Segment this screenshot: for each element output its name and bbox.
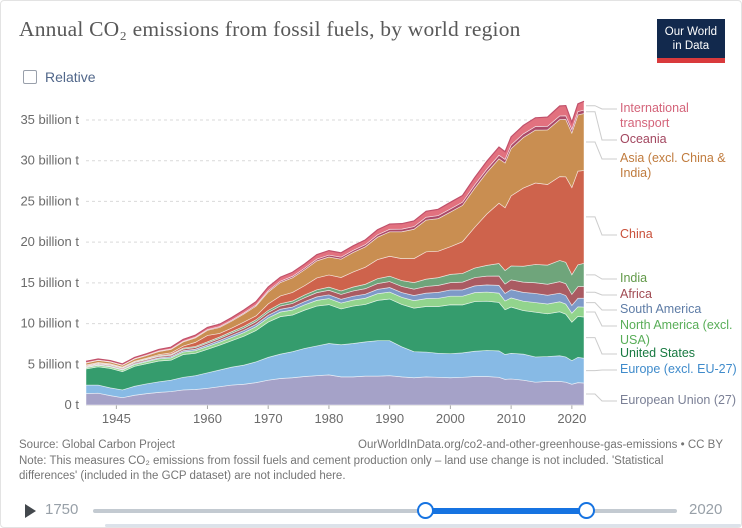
legend-item-north-america-excl-usa[interactable]: North America (excl. USA) — [620, 318, 733, 347]
timeline-start-handle[interactable] — [417, 502, 434, 519]
legend-connector — [586, 141, 617, 160]
y-axis-label: 0 t — [65, 397, 80, 412]
legend-connector — [586, 311, 617, 327]
legend-connector — [586, 216, 617, 236]
legend-connector — [586, 302, 617, 311]
legend-item-south-america[interactable]: South America — [620, 302, 702, 316]
legend-connector — [586, 105, 617, 110]
play-icon[interactable] — [25, 504, 36, 518]
x-axis-label: 1960 — [193, 411, 222, 426]
legend-item-european-union-27[interactable]: European Union (27) — [620, 393, 737, 407]
legend-item-india[interactable]: India — [620, 271, 648, 285]
legend-item-international-transport[interactable]: International transport — [620, 101, 689, 130]
owid-logo-line2: in Data — [672, 40, 710, 53]
timeline-end-handle[interactable] — [578, 502, 595, 519]
y-axis-label: 10 billion t — [20, 316, 79, 331]
page-title: Annual CO₂ emissions from fossil fuels, … — [19, 17, 521, 41]
y-axis-label: 5 billion t — [28, 356, 80, 371]
note-text: Note: This measures CO₂ emissions from f… — [19, 455, 664, 482]
y-axis-label: 15 billion t — [20, 275, 79, 290]
legend-item-united-states[interactable]: United States — [620, 346, 696, 360]
y-axis-label: 20 billion t — [20, 234, 79, 249]
x-axis-label: 1980 — [314, 411, 343, 426]
chart-footer: Source: Global Carbon Project OurWorldIn… — [19, 439, 723, 484]
x-axis-label: 1970 — [254, 411, 283, 426]
legend-item-europe-excl-eu-27[interactable]: Europe (excl. EU-27) — [620, 362, 737, 376]
owid-logo-line1: Our World — [664, 26, 717, 38]
relative-checkbox-label: Relative — [45, 69, 96, 85]
timeline-end-year[interactable]: 2020 — [689, 501, 723, 518]
legend-item-africa[interactable]: Africa — [620, 287, 652, 301]
timeline-start-year[interactable]: 1750 — [45, 501, 79, 518]
legend-item-china[interactable]: China — [620, 227, 653, 241]
y-axis-label: 35 billion t — [20, 112, 79, 127]
timeline-active-range[interactable] — [424, 508, 585, 514]
legend-connector — [586, 274, 617, 280]
legend-item-asia-excl-china-india[interactable]: Asia (excl. China & India) — [620, 151, 726, 180]
owid-logo[interactable]: Our World in Data — [656, 19, 725, 63]
legend-item-oceania[interactable]: Oceania — [620, 132, 667, 146]
x-axis-label: 2020 — [557, 411, 586, 426]
legend-connector — [586, 337, 617, 355]
relative-toggle-row[interactable]: Relative — [23, 69, 96, 85]
legend-connector — [586, 111, 617, 141]
legend-connector — [586, 393, 617, 402]
legend-connector — [586, 369, 617, 372]
relative-checkbox[interactable] — [23, 70, 37, 84]
x-axis-label: 1945 — [102, 411, 131, 426]
x-axis-label: 2000 — [436, 411, 465, 426]
horizontal-scrollbar[interactable] — [105, 524, 741, 527]
stacked-area-chart[interactable]: 0 t 5 billion t 10 billion t 15 billion t 20… — [1, 89, 742, 437]
timeline-track[interactable] — [93, 509, 677, 513]
y-axis-label: 30 billion t — [20, 153, 79, 168]
legend-connector — [586, 291, 617, 296]
timeline-control: 1750 2020 — [1, 498, 741, 524]
citation-link[interactable]: OurWorldInData.org/co2-and-other-greenho… — [358, 439, 723, 451]
stack-top-edge — [85, 100, 585, 365]
source-text: Source: Global Carbon Project — [19, 439, 175, 451]
y-axis-label: 25 billion t — [20, 193, 79, 208]
x-axis-label: 2010 — [497, 411, 526, 426]
x-axis-label: 1990 — [375, 411, 404, 426]
